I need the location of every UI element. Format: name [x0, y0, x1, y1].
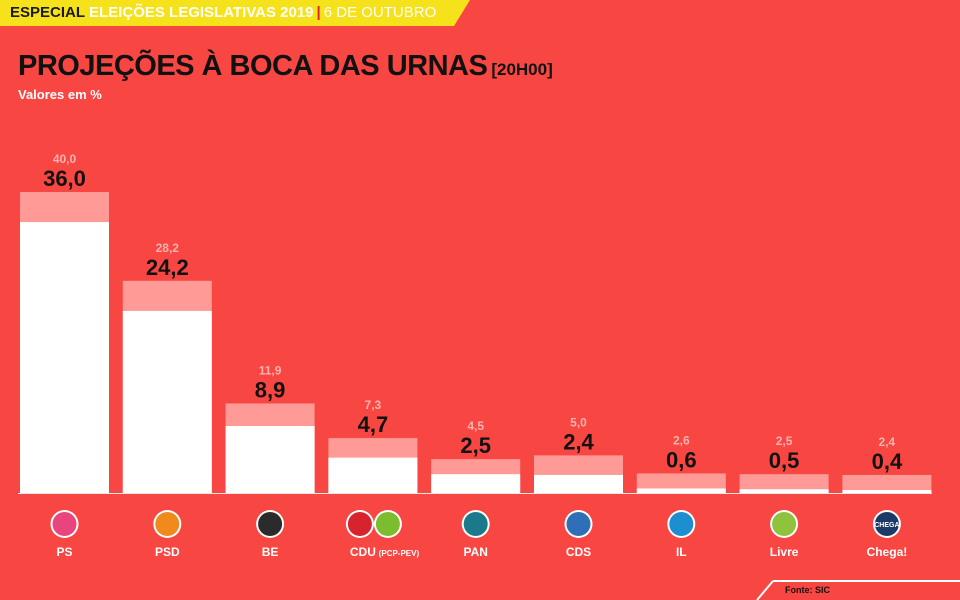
bar-projection-0: [20, 222, 109, 493]
bar-projection-2: [225, 426, 315, 493]
banner-especial: ESPECIAL: [10, 4, 86, 21]
label-upper-5: 5,0: [570, 415, 587, 429]
category-label-5: CDS: [566, 545, 591, 559]
banner-date: 6 DE OUTUBRO: [323, 4, 437, 21]
bar-projection-3: [328, 457, 418, 493]
label-upper-2: 11,9: [259, 363, 282, 377]
be-star-icon: [258, 512, 283, 536]
bar-upper-7: [739, 474, 829, 493]
label-projection-2: 8,9: [255, 377, 286, 402]
label-upper-4: 4,5: [467, 419, 484, 433]
label-upper-8: 2,4: [879, 435, 896, 449]
category-label-7: Livre: [770, 545, 799, 559]
psd-arrow-icon: [155, 512, 180, 536]
label-projection-4: 2,5: [460, 433, 491, 458]
category-label-1: PSD: [155, 545, 180, 559]
il-info-icon: [669, 512, 694, 536]
label-projection-3: 4,7: [358, 412, 389, 437]
label-projection-0: 36,0: [43, 166, 86, 191]
pev-sunflower-icon: [375, 512, 400, 536]
label-projection-1: 24,2: [146, 255, 189, 280]
label-upper-1: 28,2: [156, 241, 180, 255]
cds-ball-icon: [566, 512, 591, 536]
label-upper-7: 2,5: [776, 434, 793, 448]
category-label-6: IL: [676, 545, 687, 559]
category-suffix-3: (PCP-PEV): [379, 549, 420, 558]
bar-projection-1: [122, 310, 212, 493]
label-projection-7: 0,5: [769, 448, 800, 473]
category-label-8: Chega!: [867, 545, 908, 559]
livre-flower-icon: [772, 512, 797, 536]
banner-separator: |: [316, 4, 321, 21]
category-label-3: CDU: [350, 545, 376, 559]
source-note: Fonte: SIC: [785, 585, 830, 595]
chart-subtitle: Valores em %: [18, 87, 102, 102]
label-upper-6: 2,6: [673, 433, 690, 447]
x-axis-line: [18, 493, 932, 494]
header-banner: ESPECIAL ELEIÇÕES LEGISLATIVAS 2019 | 6 DE …: [0, 0, 470, 26]
chega-icon-text: CHEGA: [874, 522, 899, 529]
bar-upper-6: [636, 473, 726, 493]
label-upper-0: 40,0: [53, 152, 77, 166]
banner-shape: [0, 0, 470, 26]
category-label-0: PS: [56, 545, 72, 559]
bar-projection-4: [431, 474, 521, 493]
chart-title-main: PROJEÇÕES À BOCA DAS URNAS: [18, 50, 488, 82]
bar-projection-7: [739, 489, 829, 493]
banner-text: ESPECIAL ELEIÇÕES LEGISLATIVAS 2019 | 6 DE …: [10, 3, 436, 23]
category-label-4: PAN: [463, 545, 487, 559]
ps-rose-icon: [52, 512, 77, 536]
label-projection-8: 0,4: [872, 449, 903, 474]
chart-title: PROJEÇÕES À BOCA DAS URNAS [20H00]: [18, 50, 553, 83]
cdu-hammer-sickle-icon: [347, 512, 372, 536]
banner-subject: ELEIÇÕES LEGISLATIVAS 2019: [89, 4, 314, 21]
chega-logo-icon: [874, 512, 899, 536]
bar-upper-8: [842, 474, 932, 493]
label-projection-6: 0,6: [666, 447, 697, 472]
category-label-2: BE: [262, 545, 279, 559]
bar-projection-5: [534, 474, 623, 493]
label-projection-5: 2,4: [563, 429, 594, 454]
bar-projection-6: [636, 488, 726, 493]
bar-projection-8: [842, 489, 932, 493]
chart-title-time: [20H00]: [491, 60, 553, 79]
pan-tree-icon: [463, 512, 488, 536]
label-upper-3: 7,3: [365, 398, 382, 412]
